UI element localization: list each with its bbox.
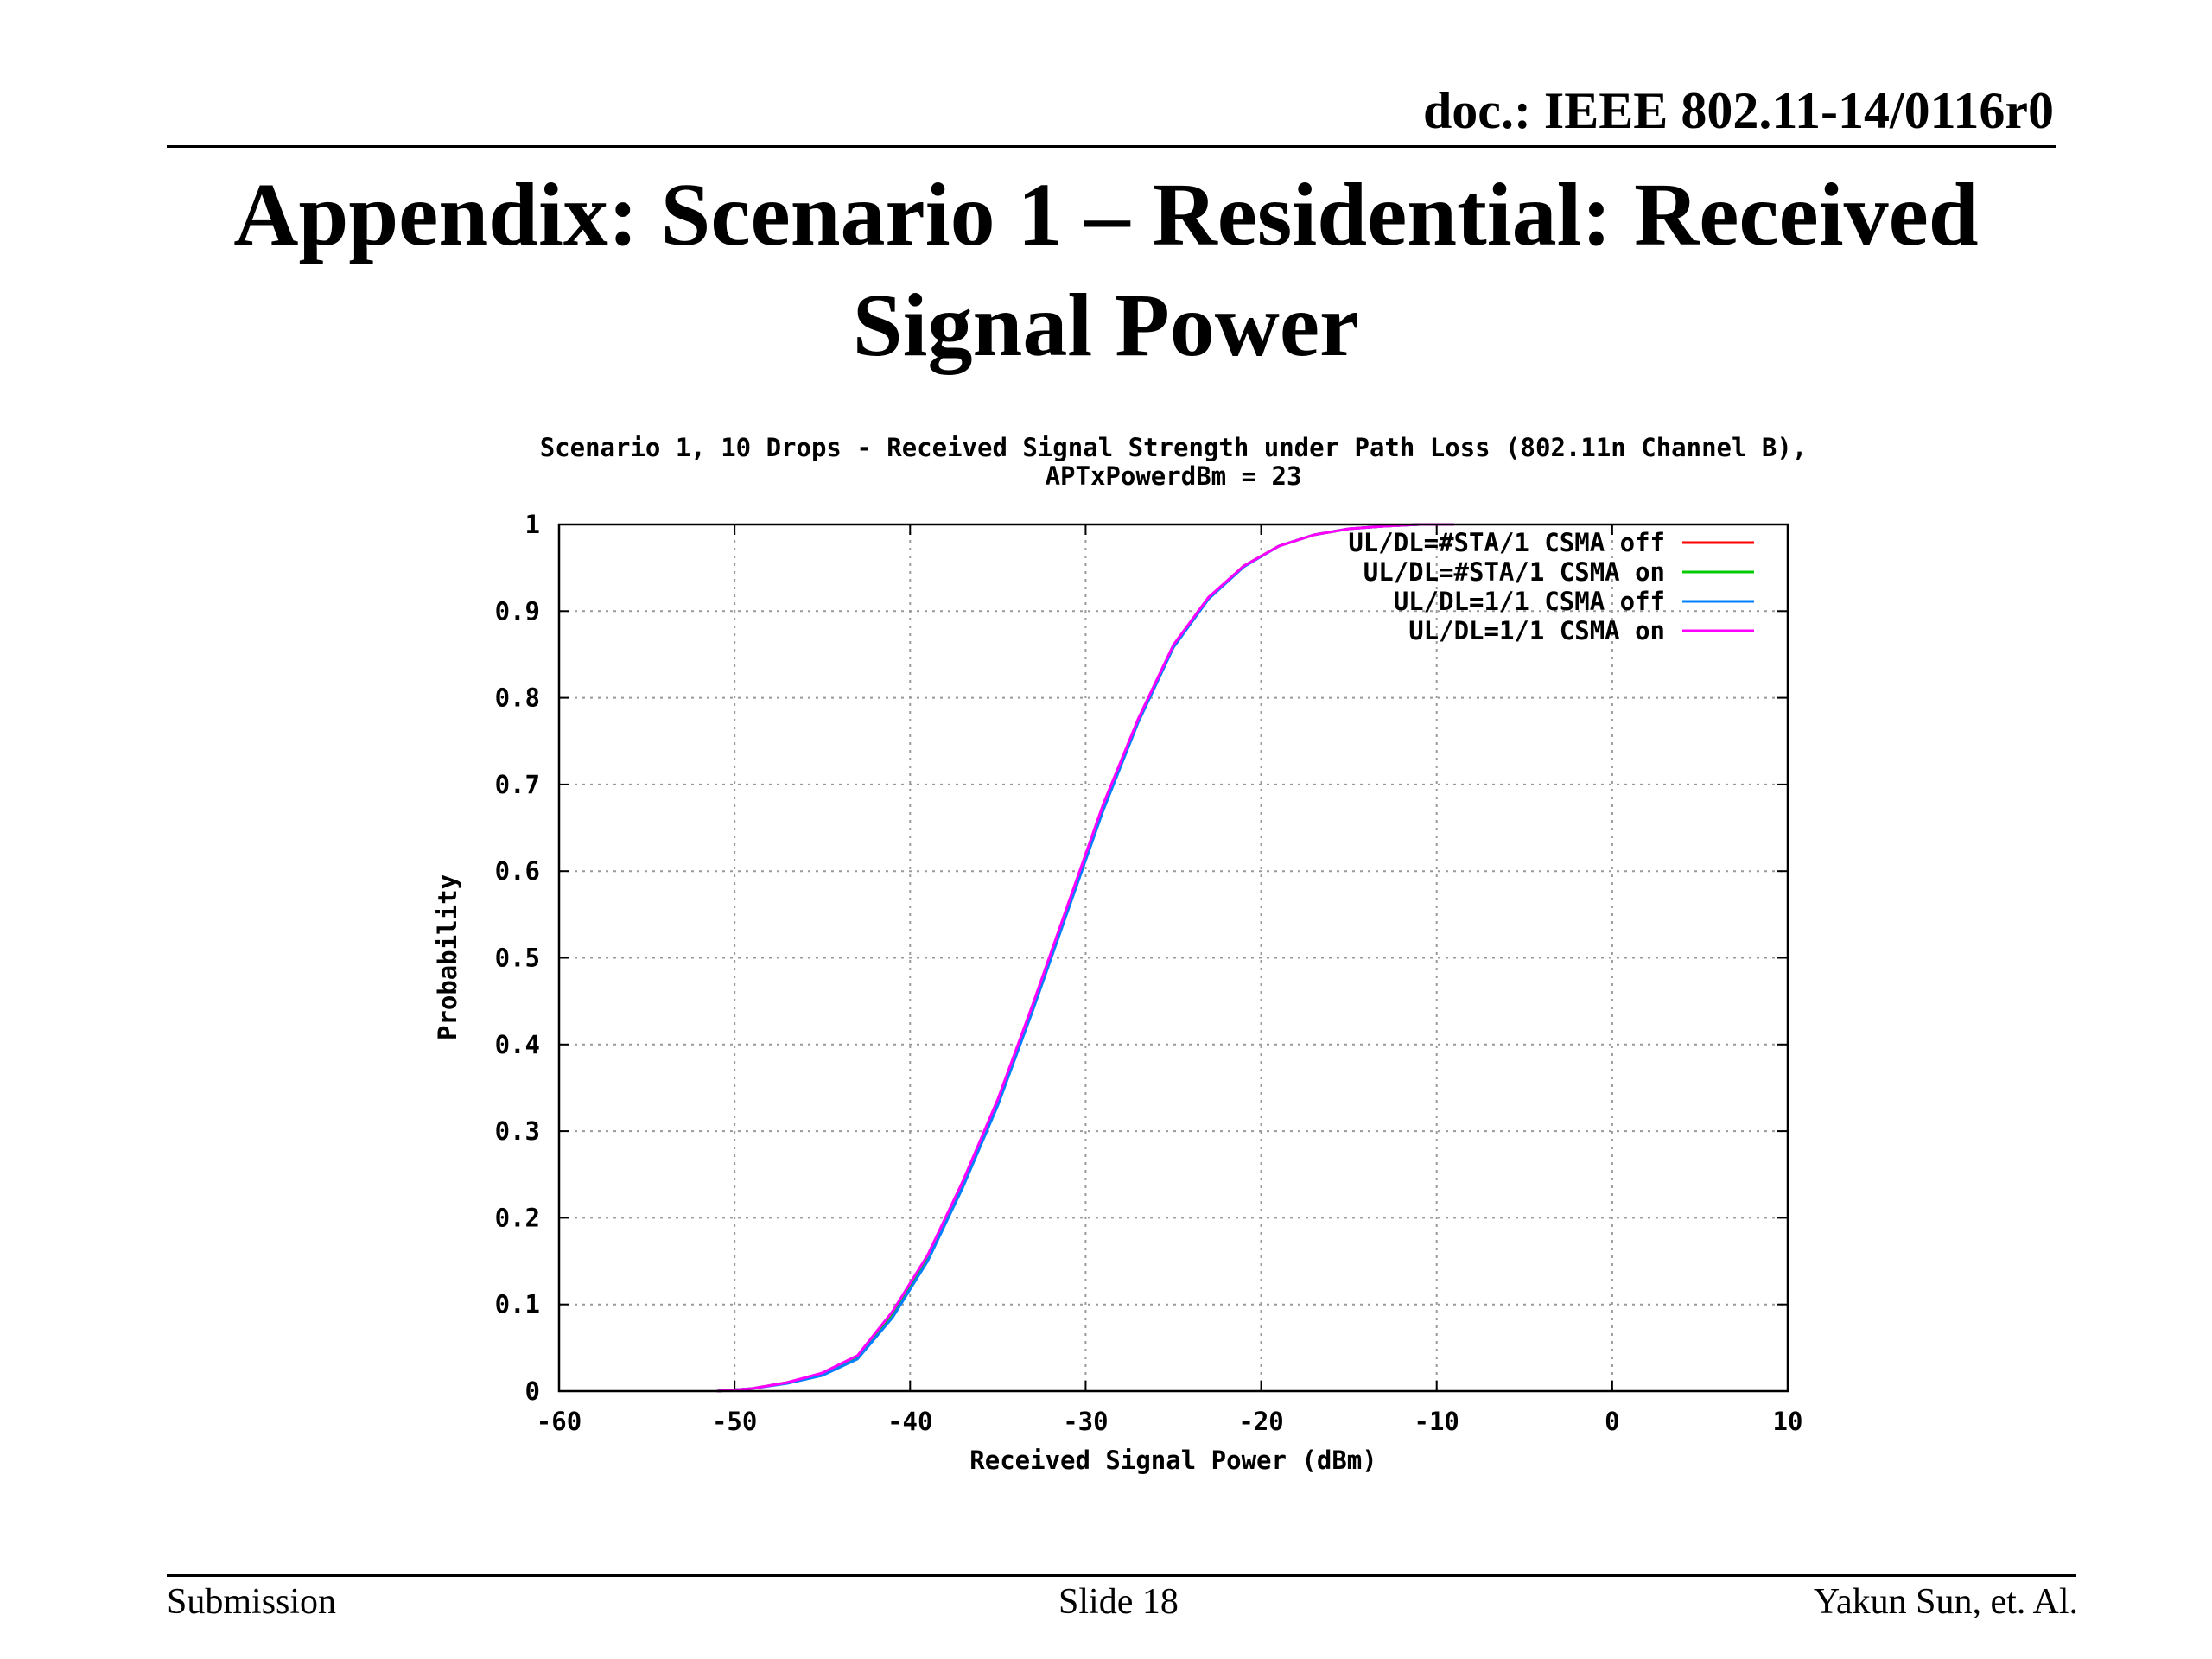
data-series bbox=[716, 523, 1454, 1393]
chart-title-line-2: APTxPowerdBm = 23 bbox=[1046, 461, 1302, 491]
y-axis-label: Probability bbox=[433, 874, 462, 1040]
x-tick-label: -50 bbox=[712, 1407, 757, 1436]
y-tick-label: 1 bbox=[525, 510, 540, 539]
y-tick-label: 0.5 bbox=[495, 944, 540, 973]
footer-authors: Yakun Sun, et. Al. bbox=[1813, 1582, 2078, 1622]
footer-divider bbox=[167, 1574, 2076, 1577]
grid-lines bbox=[559, 524, 1788, 1391]
slide-title: Appendix: Scenario 1 – Residential: Rece… bbox=[233, 165, 1979, 375]
y-tick-label: 0.2 bbox=[495, 1203, 540, 1232]
document-id: doc.: IEEE 802.11-14/0116r0 bbox=[1422, 82, 2054, 139]
x-tick-label: -60 bbox=[537, 1407, 582, 1436]
legend-label: UL/DL=#STA/1 CSMA off bbox=[1348, 528, 1665, 557]
x-tick-label: 0 bbox=[1605, 1407, 1619, 1436]
y-tick-label: 0.6 bbox=[495, 856, 540, 886]
y-tick-label: 0.9 bbox=[495, 596, 540, 626]
legend-label: UL/DL=#STA/1 CSMA on bbox=[1363, 557, 1665, 587]
footer-submission: Submission bbox=[167, 1582, 337, 1622]
legend-label: UL/DL=1/1 CSMA off bbox=[1394, 587, 1665, 616]
header-divider bbox=[167, 145, 2056, 148]
series-line-2 bbox=[716, 523, 1454, 1393]
series-line-3 bbox=[716, 523, 1454, 1393]
x-tick-label: -20 bbox=[1238, 1407, 1283, 1436]
y-tick-label: 0.7 bbox=[495, 770, 540, 799]
series-line-4 bbox=[716, 523, 1454, 1393]
plot-frame bbox=[557, 523, 1789, 1393]
x-tick-label: 10 bbox=[1773, 1407, 1803, 1436]
x-tick-label: -10 bbox=[1414, 1407, 1459, 1436]
chart-title-line-1: Scenario 1, 10 Drops - Received Signal S… bbox=[540, 433, 1808, 462]
legend-label: UL/DL=1/1 CSMA on bbox=[1408, 616, 1665, 645]
x-tick-label: -30 bbox=[1063, 1407, 1108, 1436]
series-line-1 bbox=[716, 523, 1454, 1393]
footer-slide-number: Slide 18 bbox=[1058, 1582, 1179, 1622]
x-tick-label: -40 bbox=[887, 1407, 932, 1436]
axis-ticks: -60 -50 -40 -30 -20 -10 0 10 0 0.1 0.2 0.3 0.4 0.5 0.6… bbox=[495, 510, 1803, 1436]
x-axis-label: Received Signal Power (dBm) bbox=[969, 1446, 1376, 1475]
y-tick-label: 0 bbox=[525, 1376, 540, 1406]
y-tick-label: 0.4 bbox=[495, 1030, 540, 1059]
y-tick-label: 0.8 bbox=[495, 683, 540, 713]
y-tick-label: 0.1 bbox=[495, 1290, 540, 1319]
y-tick-label: 0.3 bbox=[495, 1116, 540, 1146]
